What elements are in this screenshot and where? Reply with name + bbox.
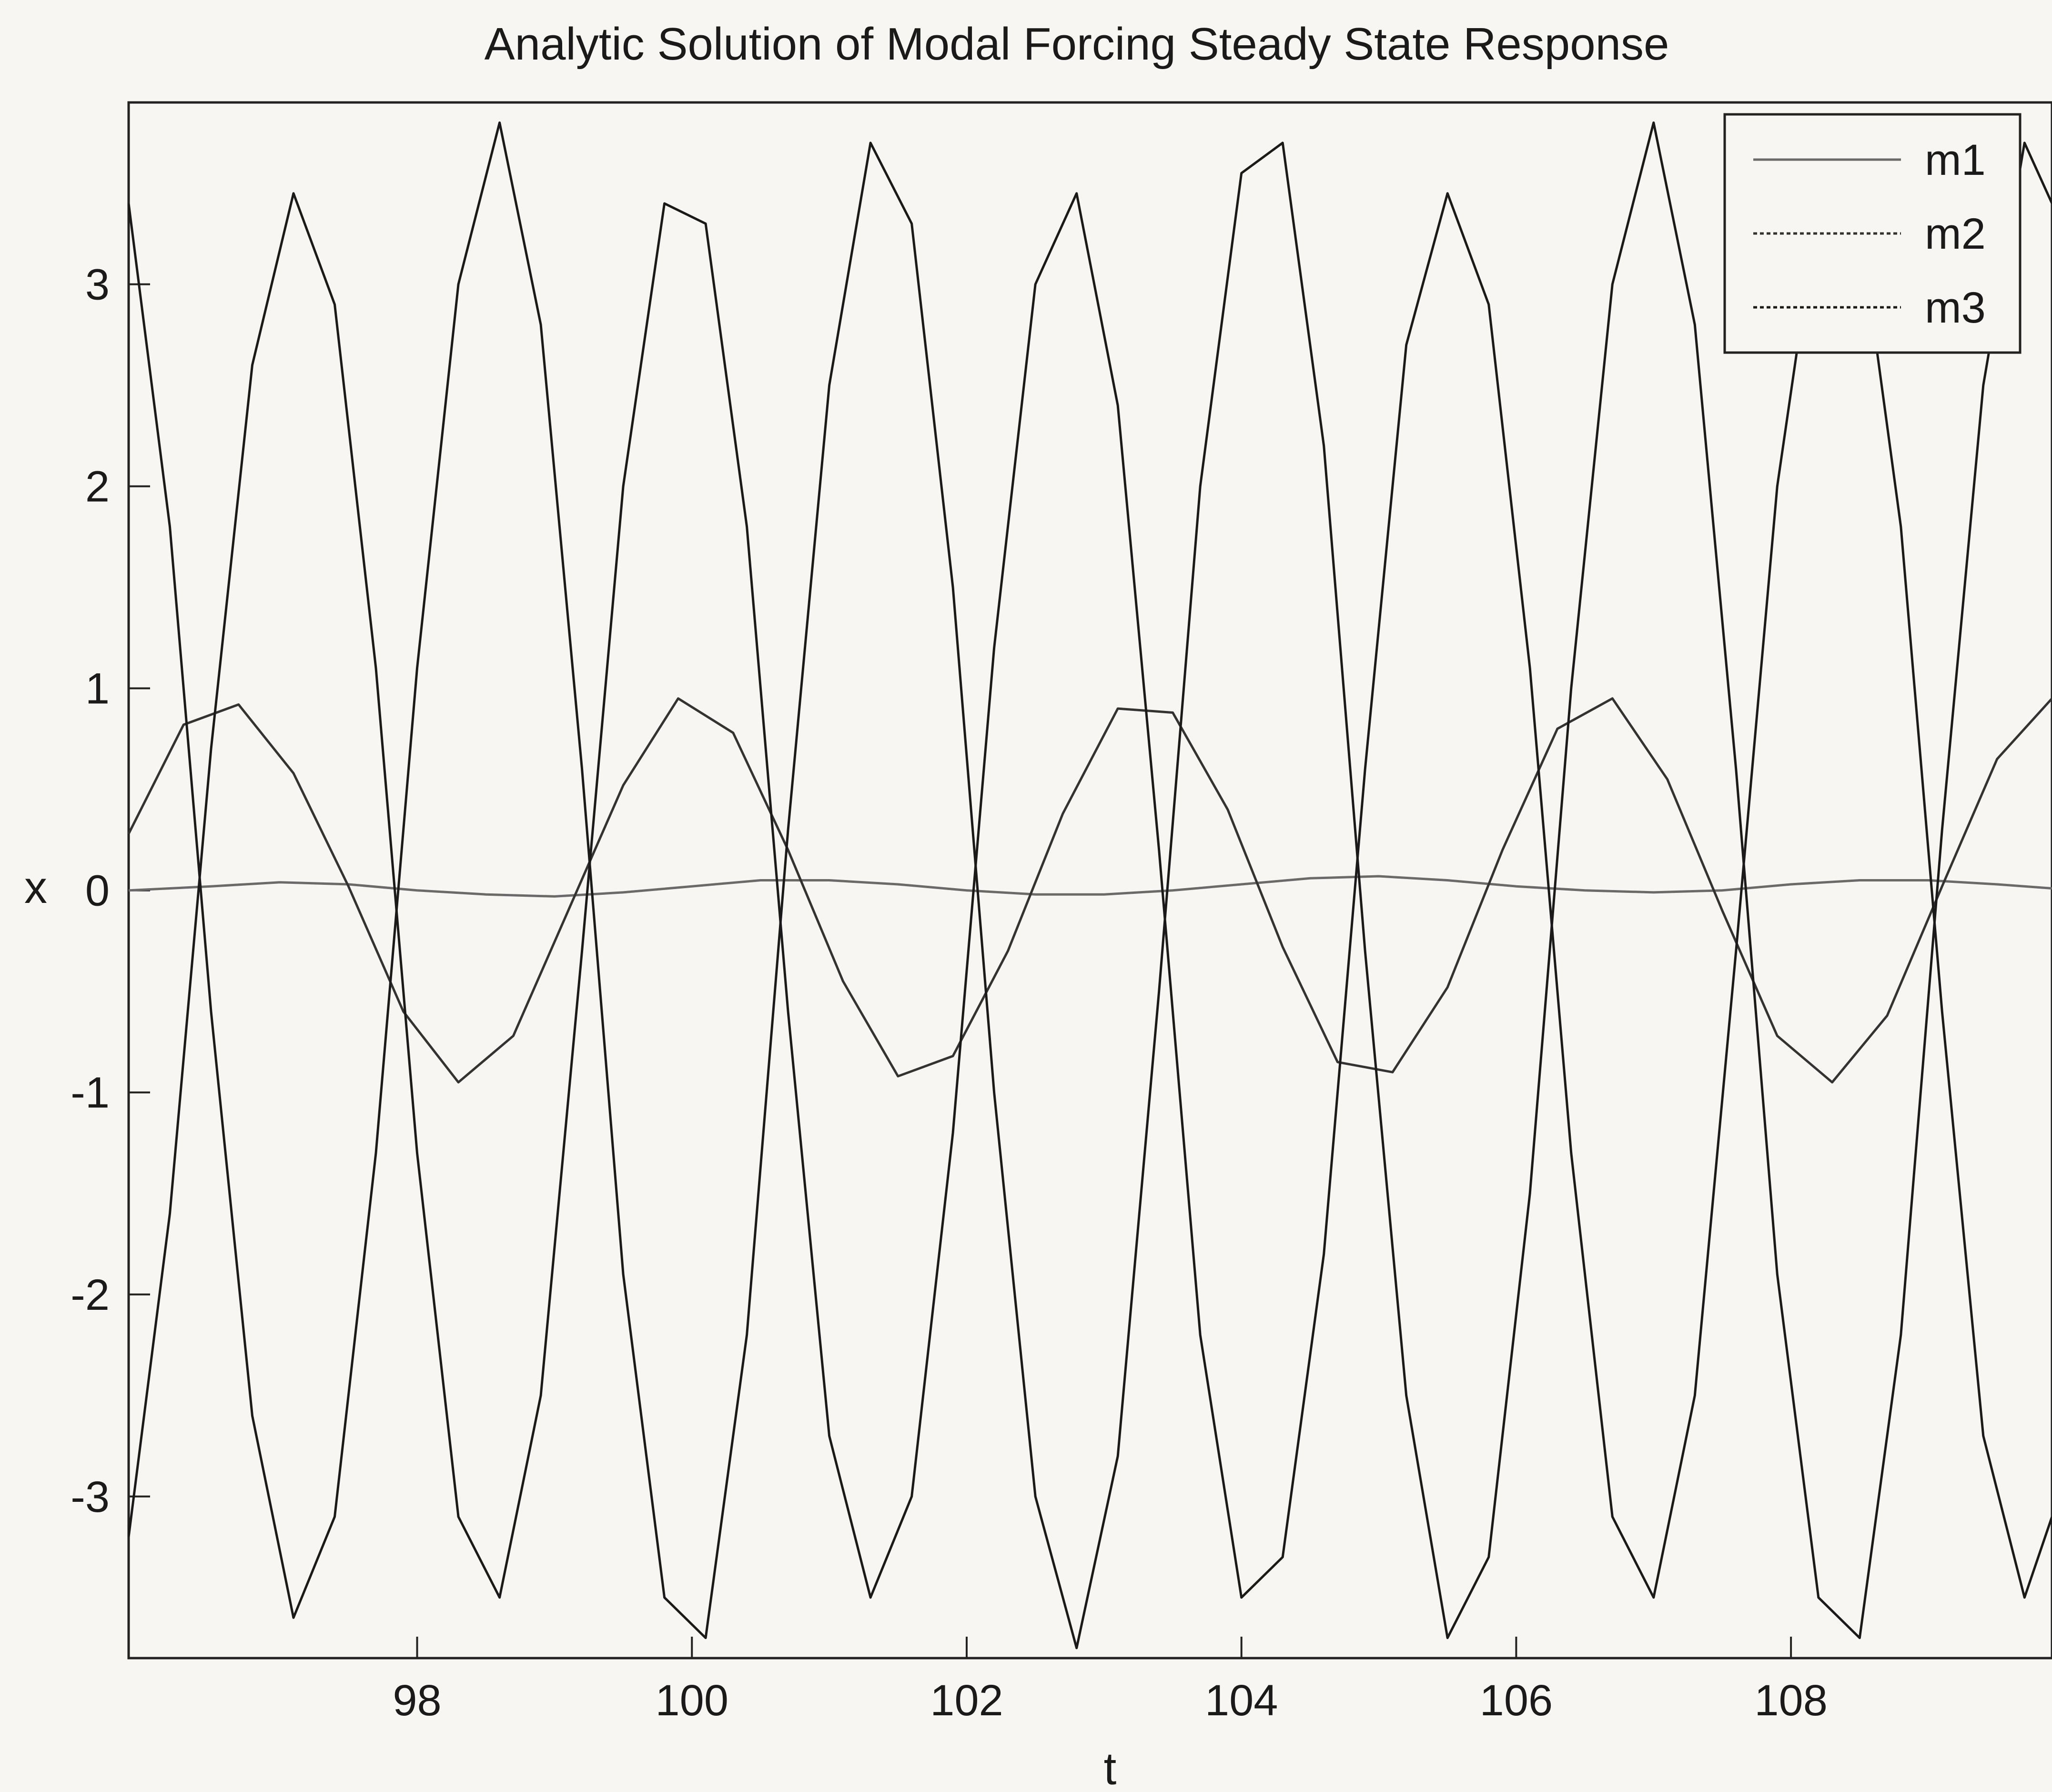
x-tick-label: 98 [393, 1676, 441, 1725]
x-axis-label: t [1104, 1743, 1117, 1792]
legend-items: m1 m2 m3 [1753, 136, 1986, 332]
series-line-m2 [127, 697, 2052, 1083]
y-tick-label: 1 [85, 665, 110, 713]
x-tick-label: 108 [1754, 1676, 1828, 1725]
legend-label-m1: m1 [1925, 136, 1986, 184]
plot-frame [127, 101, 2052, 1660]
y-tick-label: -3 [71, 1473, 110, 1521]
y-axis-label: x [24, 862, 47, 913]
legend-box [1723, 113, 2022, 354]
legend: m1 m2 m3 [1723, 113, 2022, 354]
series-line-m3 [127, 121, 2052, 1650]
legend-label-m2: m2 [1925, 210, 1986, 258]
series-group [127, 121, 2052, 1650]
y-tick-label: 2 [85, 463, 110, 511]
x-tick-label: 106 [1480, 1676, 1553, 1725]
y-tick-label: 3 [85, 261, 110, 309]
y-tick-label: 0 [85, 867, 110, 915]
y-tick-label: -1 [71, 1069, 110, 1117]
ticks-group: 98 100 102 104 106 108 -3 -2 -1 0 1 2 3 [71, 261, 1828, 1725]
legend-label-m3: m3 [1925, 283, 1986, 332]
y-tick-label: -2 [71, 1271, 110, 1319]
series-line-m3-counterphase [127, 192, 2052, 1599]
x-tick-label: 102 [930, 1676, 1003, 1725]
series-line-m1 [128, 875, 2052, 898]
chart-title: Analytic Solution of Modal Forcing Stead… [485, 19, 1669, 70]
x-tick-label: 100 [656, 1676, 729, 1725]
x-tick-label: 104 [1205, 1676, 1278, 1725]
